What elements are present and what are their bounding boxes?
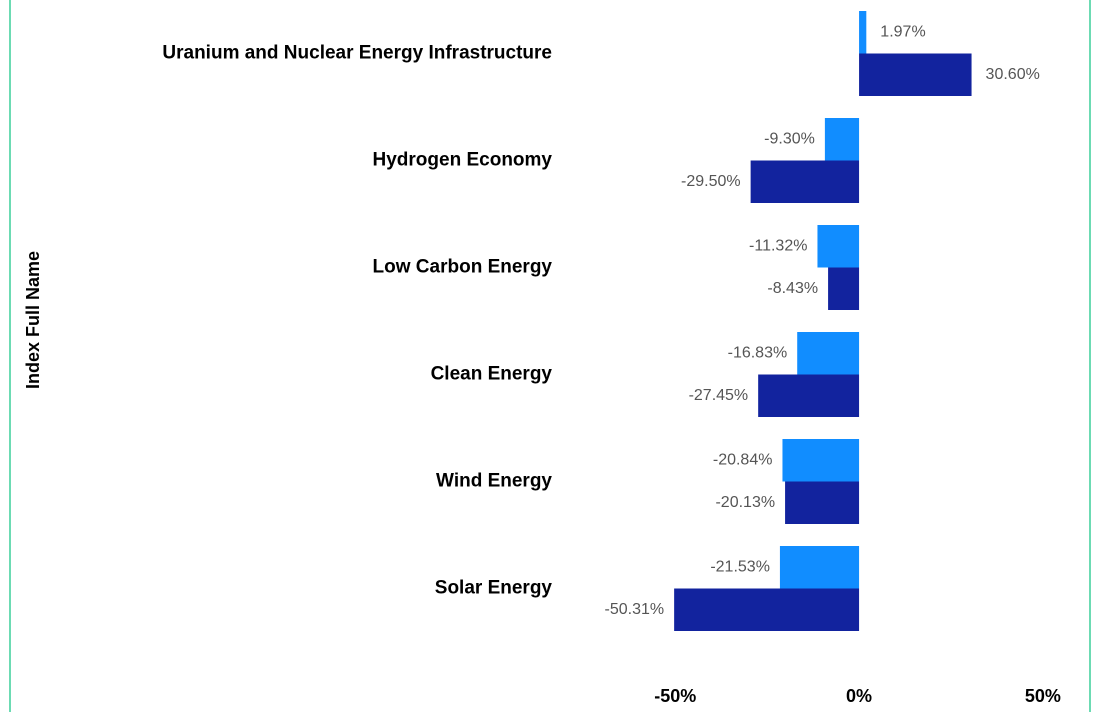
bar (758, 374, 860, 417)
value-label: -11.32% (749, 237, 807, 254)
bar (750, 160, 860, 203)
value-label: 30.60% (986, 66, 1040, 83)
y-axis-title: Index Full Name (23, 251, 43, 389)
category-label: Low Carbon Energy (373, 257, 553, 278)
bar (824, 118, 860, 161)
value-label: -27.45% (689, 387, 749, 404)
bar (797, 332, 860, 375)
value-label: -9.30% (764, 130, 815, 147)
value-label: -8.43% (767, 280, 818, 297)
category-label: Clean Energy (431, 364, 553, 385)
value-label: -21.53% (710, 558, 770, 575)
bar (779, 546, 860, 589)
x-tick-label: 50% (1025, 686, 1061, 706)
category-label: Uranium and Nuclear Energy Infrastructur… (162, 43, 552, 64)
category-label: Hydrogen Economy (373, 150, 553, 171)
bar (828, 267, 860, 310)
value-label: -50.31% (605, 601, 665, 618)
value-label: -20.84% (713, 451, 773, 468)
bar (785, 481, 860, 524)
bar (859, 11, 867, 54)
value-label: 1.97% (880, 23, 925, 40)
bar (782, 439, 860, 482)
x-tick-label: 0% (846, 686, 872, 706)
bar (817, 225, 860, 268)
bar (674, 588, 860, 631)
bar (859, 53, 972, 96)
category-label: Solar Energy (435, 578, 553, 599)
category-label: Wind Energy (436, 471, 552, 492)
value-label: -20.13% (715, 494, 775, 511)
x-tick-label: -50% (654, 686, 696, 706)
value-label: -16.83% (728, 344, 788, 361)
value-label: -29.50% (681, 173, 741, 190)
